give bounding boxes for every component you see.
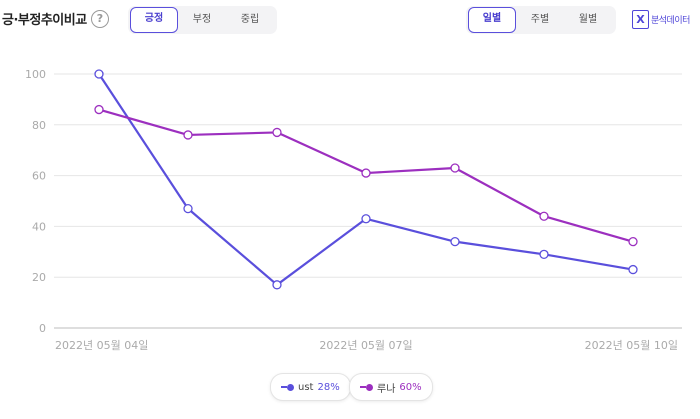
period-tabs: 일별 주별 월별 [466,6,616,34]
legend-pct-luna: 60% [399,381,422,393]
y-tick-label-80: 80 [32,119,46,132]
page-title: 긍·부정추이비교 [2,13,87,28]
tab-neutral[interactable]: 중립 [240,14,260,25]
y-tick-label-40: 40 [32,220,46,233]
excel-icon: X [632,10,649,29]
series-0-point-0 [94,69,104,79]
series-0-point-3 [361,214,371,224]
series-0-point-2 [272,280,282,290]
tab-positive[interactable]: 긍정 [130,7,178,33]
series-0-point-6 [628,264,638,275]
legend-pct-ust: 28% [317,381,340,393]
legend-name-luna: 루나 [377,383,396,395]
legend-dot-ust [287,383,294,391]
help-icon[interactable]: ? [91,10,109,28]
legend-line-luna [360,386,366,388]
series-1-point-6 [628,236,638,247]
y-tick-label-20: 20 [32,271,46,284]
x-tick-label-2: 2022년 05월 10일 [585,338,678,352]
legend-line-ust [281,386,287,388]
tab-daily[interactable]: 일별 [468,7,516,33]
series-1-point-2 [272,127,282,138]
legend-item-luna[interactable]: 루나 60% [349,373,433,401]
legend-item-ust[interactable]: ust 28% [270,373,351,401]
legend-name-ust: ust [298,381,314,393]
series-0-point-1 [183,203,193,214]
x-tick-label-0: 2022년 05월 04일 [55,338,148,352]
tab-negative[interactable]: 부정 [192,14,212,25]
export-label: 분석데이터 [651,16,690,26]
tab-weekly[interactable]: 주별 [530,14,550,25]
x-tick-label-1: 2022년 05월 07일 [319,338,412,352]
series-1-point-0 [94,104,104,115]
series-0-point-4 [450,236,460,247]
y-tick-label-100: 100 [25,68,46,81]
tab-monthly[interactable]: 월별 [578,14,598,25]
series-1-point-5 [539,211,549,221]
series-1-point-1 [183,130,193,140]
sentiment-tabs: 긍정 부정 중립 [128,6,277,34]
y-tick-label-60: 60 [32,170,46,183]
export-button[interactable]: X 분석데이터 [632,10,690,29]
legend-dot-luna [366,383,373,391]
y-tick-label-0: 0 [39,322,46,335]
series-0-point-5 [539,249,549,259]
series-line-0 [98,73,634,286]
series-1-point-3 [361,168,371,178]
series-1-point-4 [450,163,460,173]
